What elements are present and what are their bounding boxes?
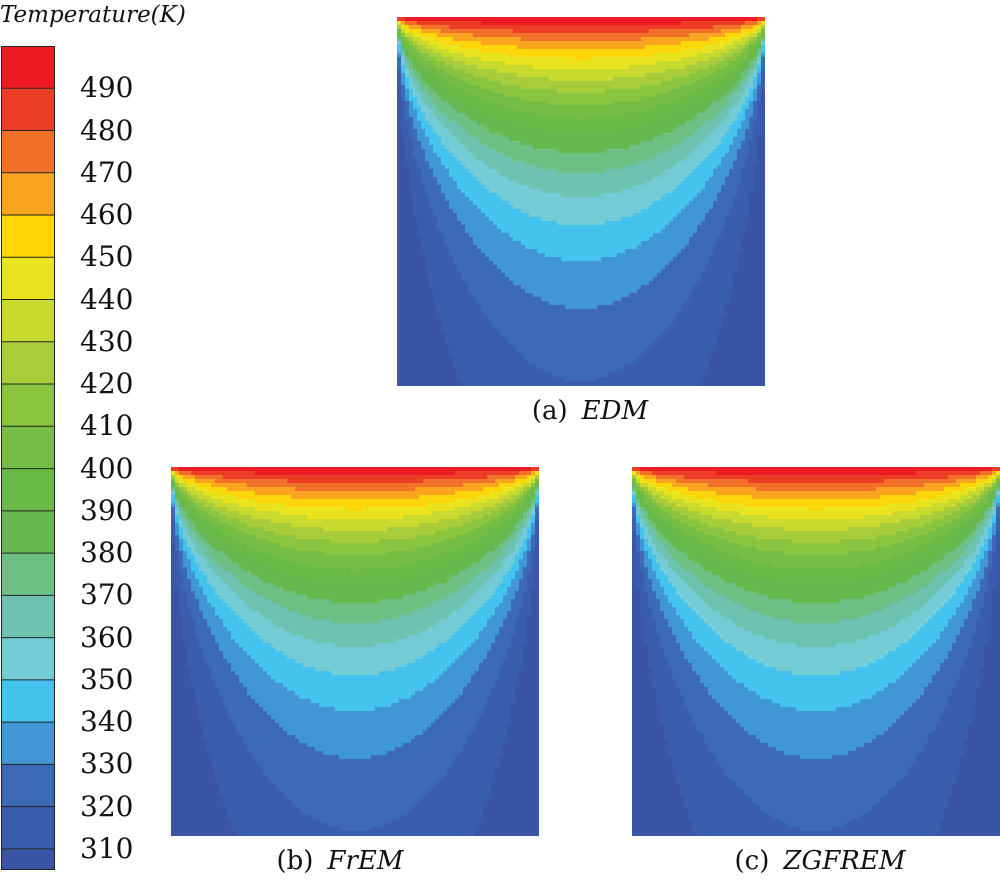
colorbar-tick-label: 440 — [80, 282, 134, 316]
caption-zgfrem: (c) ZGFREM — [734, 846, 906, 876]
colorbar-band — [1, 553, 55, 596]
colorbar-tick-label: 480 — [80, 113, 134, 147]
colorbar-band — [1, 215, 55, 258]
colorbar-tick-label: 350 — [80, 662, 134, 696]
colorbar-band — [1, 722, 55, 765]
colorbar-tick-label: 370 — [80, 578, 134, 612]
colorbar-tick-label: 330 — [80, 747, 134, 781]
colorbar-band — [1, 595, 55, 638]
colorbar-tick-label: 410 — [80, 409, 134, 443]
colorbar-band — [1, 806, 55, 849]
colorbar-band — [1, 46, 55, 89]
colorbar-tick-label: 450 — [80, 240, 134, 274]
contour-field — [171, 467, 539, 836]
colorbar-tick-label: 460 — [80, 198, 134, 232]
contour-plot-zgfrem — [632, 467, 1000, 836]
colorbar-band — [1, 130, 55, 173]
colorbar-tick-label: 380 — [80, 536, 134, 570]
caption-edm: (a) EDM — [531, 396, 649, 426]
colorbar-tick-label: 420 — [80, 367, 134, 401]
colorbar-frame — [1, 46, 55, 870]
colorbar-tick-label: 310 — [80, 831, 134, 865]
colorbar-band — [1, 257, 55, 300]
colorbar-band — [1, 299, 55, 342]
colorbar-tick-label: 320 — [80, 789, 134, 823]
colorbar-tick-label: 470 — [80, 155, 134, 189]
contour-panel-edm — [397, 17, 765, 386]
colorbar-band — [1, 341, 55, 385]
colorbar-band — [1, 426, 55, 469]
colorbar-tick-label: 360 — [80, 620, 134, 654]
contour-field — [632, 467, 1000, 836]
colorbar-band — [1, 468, 55, 511]
colorbar-tick-label: 400 — [80, 451, 134, 485]
colorbar-band — [1, 764, 55, 807]
contour-panel-zgfrem — [632, 467, 1000, 836]
colorbar-title: Temperature(K) — [0, 2, 186, 28]
colorbar-tick-label: 430 — [80, 324, 134, 358]
colorbar-tick-label: 340 — [80, 705, 134, 739]
colorbar-tick-label: 390 — [80, 493, 134, 527]
contour-field — [397, 17, 765, 386]
contour-panel-frem — [171, 467, 539, 836]
colorbar-band — [1, 172, 55, 216]
contour-plot-edm — [397, 17, 765, 386]
contour-plot-frem — [171, 467, 539, 836]
colorbar-band — [1, 679, 55, 723]
caption-frem: (b) FrEM — [276, 846, 404, 876]
colorbar — [1, 46, 55, 870]
colorbar-band — [1, 510, 55, 554]
colorbar-tick-label: 490 — [80, 71, 134, 105]
colorbar-band — [1, 384, 55, 427]
colorbar-band — [1, 637, 55, 680]
colorbar-band — [1, 848, 55, 870]
colorbar-band — [1, 88, 55, 131]
